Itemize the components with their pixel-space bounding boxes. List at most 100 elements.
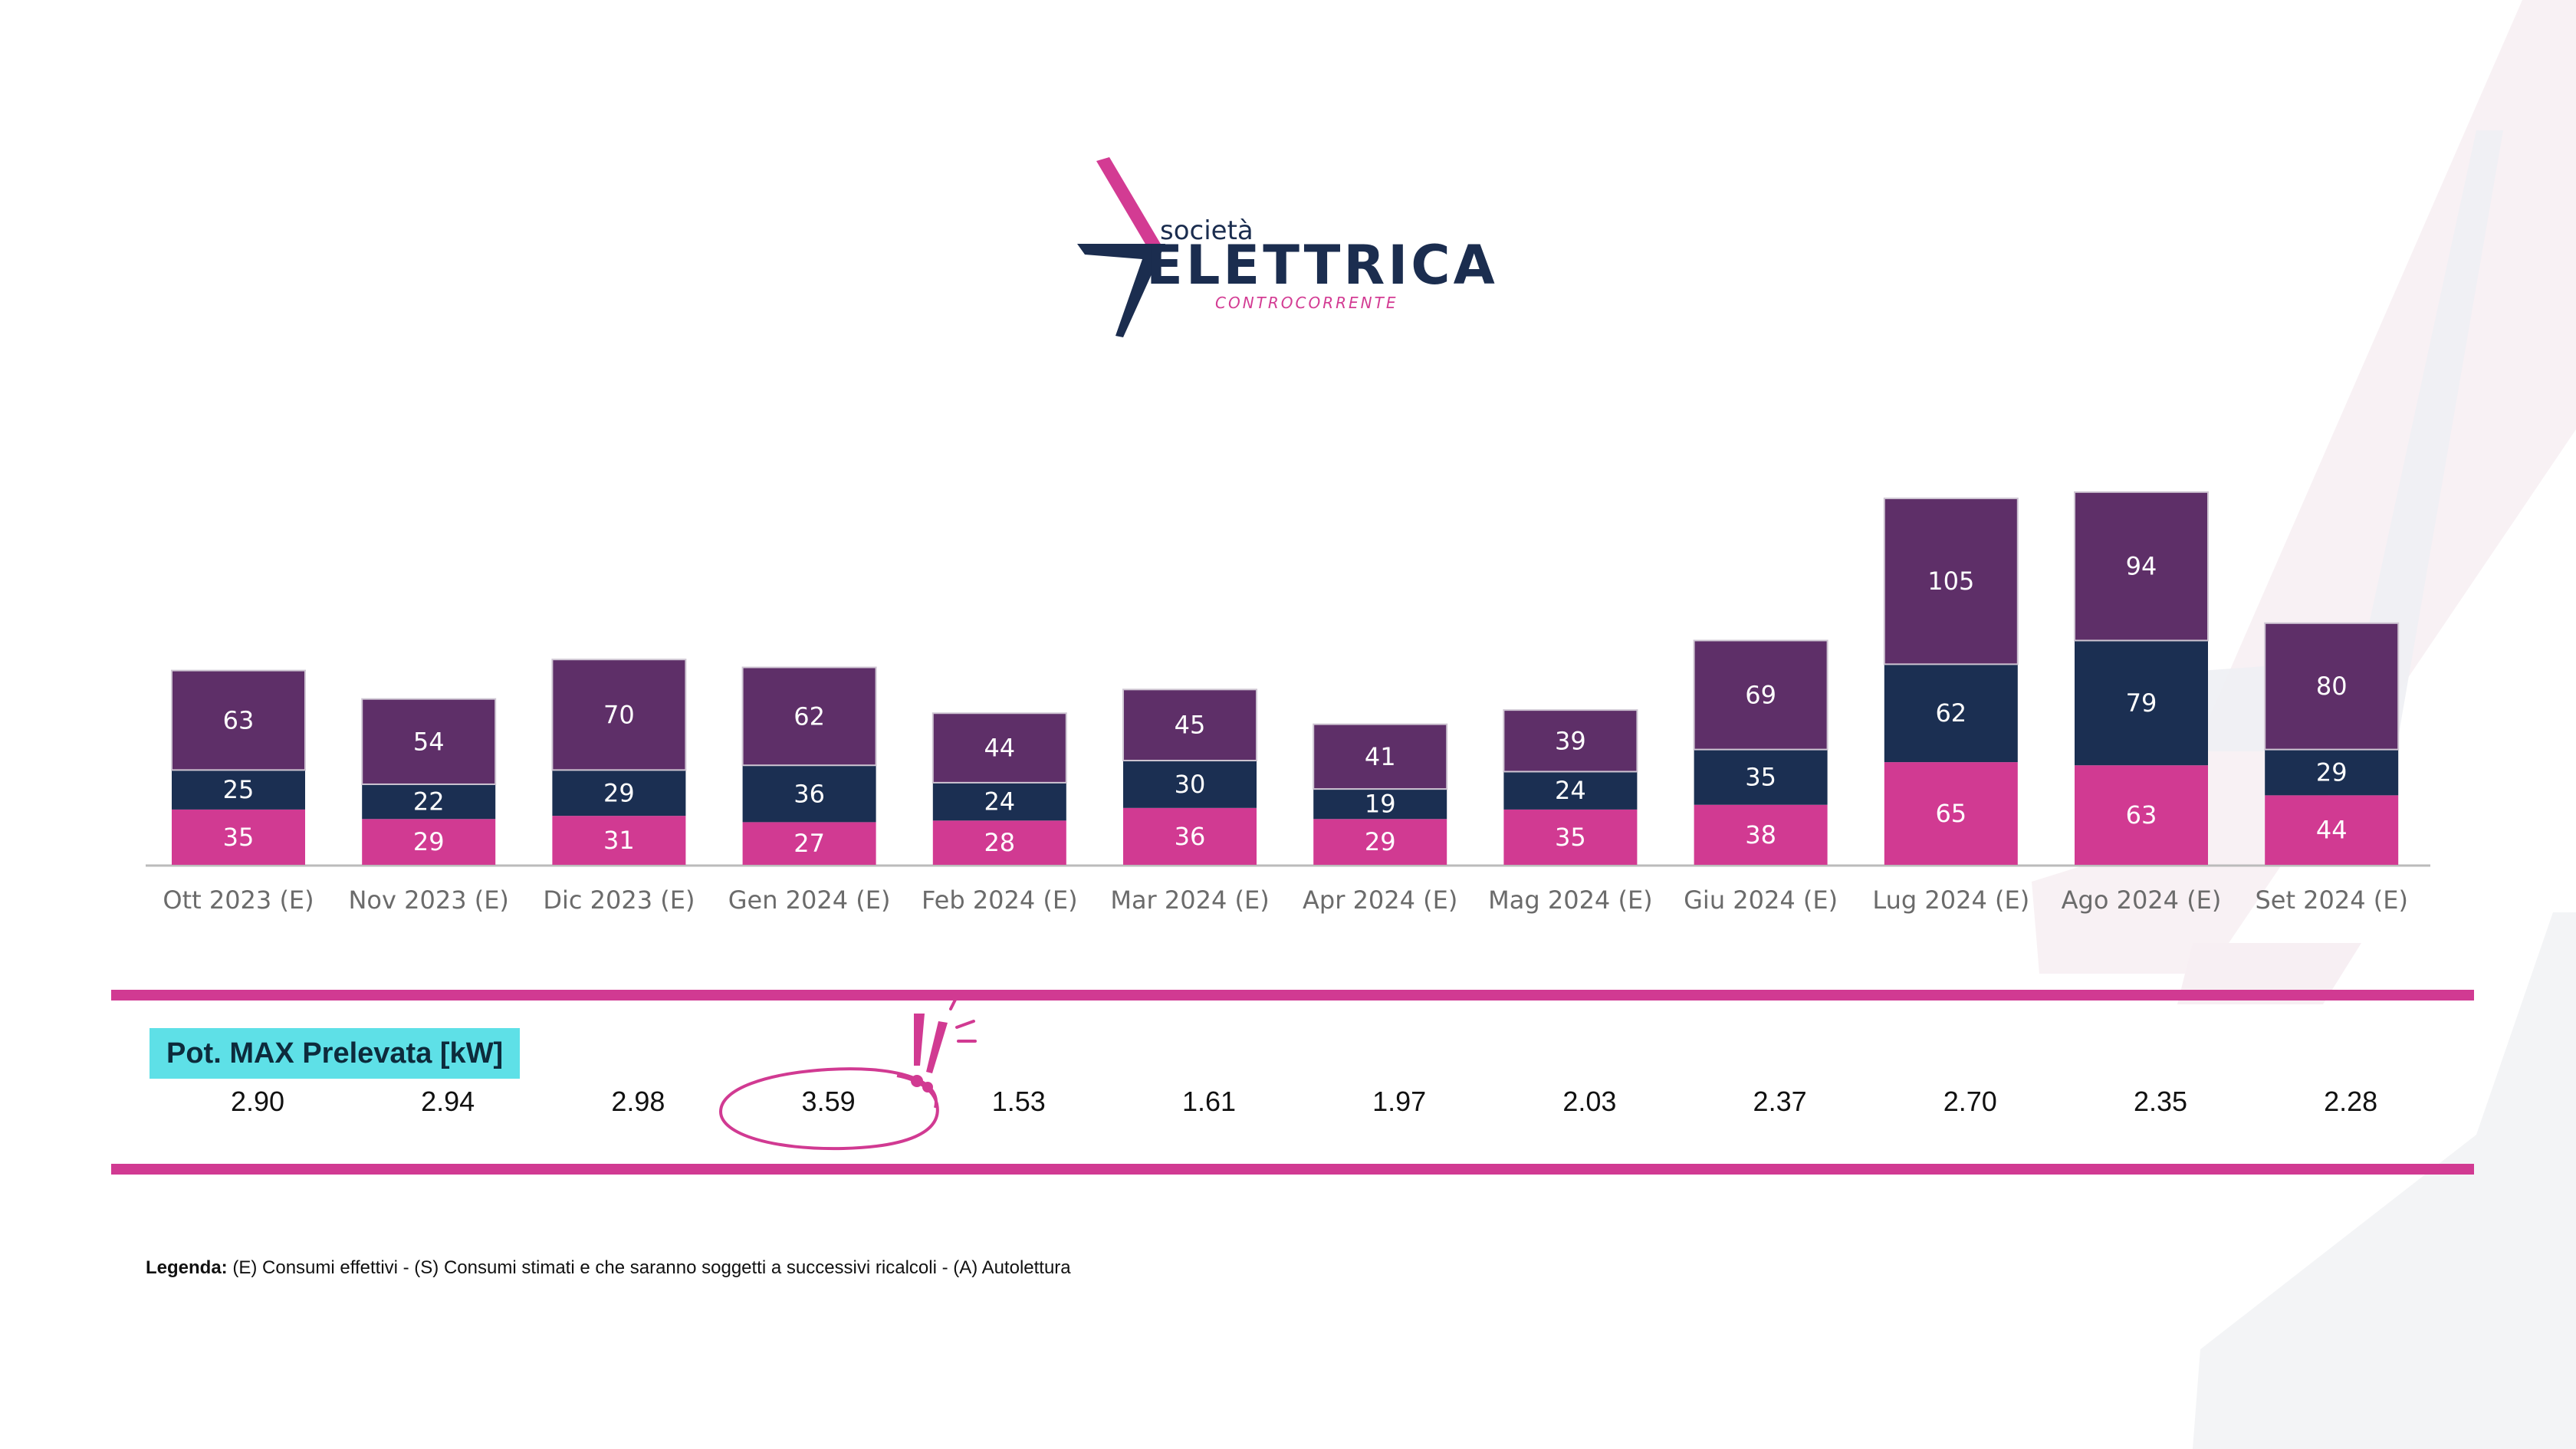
data-label: 41 (1365, 742, 1396, 771)
bar-segment-middle (1123, 761, 1257, 808)
data-label: 54 (413, 727, 445, 756)
bar-segment-bottom (1884, 762, 2018, 865)
bar-segment-middle (1694, 749, 1828, 805)
bar-stack: 63 79 94 (2074, 491, 2209, 865)
highlight-annotation (718, 997, 977, 1151)
legend-note: Legenda: (E) Consumi effettivi - (S) Con… (146, 1257, 1071, 1279)
data-label: 39 (1555, 726, 1586, 755)
x-tick-label: Set 2024 (E) (2255, 886, 2408, 915)
bar-segment-top (1693, 639, 1829, 751)
bar-segment-middle (172, 770, 305, 810)
bar-segment-bottom (2075, 765, 2208, 865)
bar-segment-middle (2075, 640, 2208, 766)
bar-stack: 31 29 70 (551, 659, 687, 865)
pot-max-value: 2.90 (230, 1086, 285, 1117)
highlight-circle (718, 1067, 939, 1151)
data-label: 29 (2316, 757, 2348, 787)
bar-stack: 44 29 80 (2264, 622, 2400, 865)
bar-stack: 27 36 62 (741, 666, 877, 865)
bar-segment-top (1883, 498, 2019, 665)
x-tick-label: Ago 2024 (E) (2062, 886, 2222, 915)
bar-segment-bottom (362, 819, 496, 865)
data-label: 70 (603, 700, 635, 729)
bar-segment-bottom (1503, 809, 1638, 865)
pot-max-value: 2.94 (421, 1086, 475, 1117)
logo-main-text: ELETTRICA (1146, 234, 1498, 297)
logo-bolt-pink (1096, 157, 1162, 245)
bar-stack: 36 30 45 (1122, 688, 1257, 865)
data-label: 62 (1935, 698, 1967, 728)
bar-segment-top (171, 669, 306, 771)
data-label: 29 (1365, 827, 1396, 856)
data-label: 24 (1555, 776, 1586, 805)
x-tick-label: Ott 2023 (E) (163, 886, 314, 915)
pot-max-value: 3.59 (801, 1086, 856, 1117)
exclamation-mark-icon-2 (926, 1021, 948, 1073)
pot-max-value: 1.97 (1372, 1086, 1427, 1117)
bar-segment-bottom (1694, 804, 1828, 865)
pot-max-value: 2.35 (2133, 1086, 2188, 1117)
x-tick-label: Apr 2024 (E) (1303, 886, 1457, 915)
bar-stack: 65 62 105 (1883, 498, 2019, 865)
bar-segment-middle (742, 765, 876, 823)
bar-segment-top (2074, 491, 2209, 642)
data-label: 19 (1365, 790, 1396, 819)
data-label: 79 (2126, 688, 2157, 718)
pot-max-value: 2.70 (1943, 1086, 1997, 1117)
data-label: 44 (984, 734, 1015, 763)
pot-max-value: 1.61 (1181, 1086, 1237, 1117)
data-label: 36 (1175, 822, 1206, 851)
data-label: 25 (223, 775, 255, 804)
data-label: 28 (984, 828, 1015, 857)
bar-segment-bottom (1123, 807, 1257, 865)
data-label: 35 (1555, 823, 1586, 852)
bar-segment-middle (1884, 664, 2018, 763)
data-label: 31 (603, 826, 635, 855)
bar-segment-top (2264, 622, 2400, 751)
bar-stack: 35 25 63 (171, 669, 306, 865)
pot-max-value: 2.03 (1562, 1086, 1617, 1117)
legend-text: (E) Consumi effettivi - (S) Consumi stim… (227, 1257, 1071, 1278)
data-label: 62 (794, 702, 825, 731)
bar-segment-top (551, 659, 687, 771)
bar-segment-bottom (552, 816, 686, 865)
data-label: 44 (2316, 816, 2348, 845)
x-tick-label: Mag 2024 (E) (1488, 886, 1653, 915)
pot-max-title: Pot. MAX Prelevata [kW] (150, 1028, 521, 1079)
data-label: 65 (1935, 799, 1967, 828)
data-label: 38 (1745, 820, 1776, 849)
data-label: 35 (1745, 763, 1776, 792)
bar-segment-bottom (172, 809, 305, 865)
data-label: 27 (794, 829, 825, 858)
bar-segment-bottom (742, 822, 876, 865)
bar-segment-bottom (2265, 795, 2399, 865)
bar-segment-top (361, 698, 497, 785)
logo-sub-text: CONTROCORRENTE (1215, 294, 1398, 312)
bar-stack: 35 24 39 (1503, 709, 1638, 865)
pot-max-value: 2.28 (2324, 1086, 2378, 1117)
x-tick-label: Giu 2024 (E) (1684, 886, 1838, 915)
data-label: 22 (413, 787, 445, 816)
table-bottom-rule (111, 1164, 2474, 1175)
bar-segment-middle (932, 782, 1066, 821)
bar-stack: 29 19 41 (1313, 723, 1448, 865)
bar-segment-middle (362, 784, 496, 820)
legend-label: Legenda: (146, 1257, 228, 1278)
logo-small-text: società (1160, 215, 1254, 246)
data-label: 69 (1745, 681, 1776, 710)
data-label: 29 (413, 827, 445, 856)
bar-segment-top (932, 712, 1067, 784)
logo-bolt-navy (1077, 244, 1165, 337)
pot-max-value: 2.37 (1753, 1086, 1807, 1117)
data-label: 29 (603, 778, 635, 807)
data-label: 63 (2126, 800, 2157, 830)
pot-max-value: 1.53 (991, 1086, 1046, 1117)
bar-segment-bottom (932, 820, 1066, 865)
x-tick-label: Feb 2024 (E) (922, 886, 1078, 915)
pot-max-value: 2.98 (611, 1086, 665, 1117)
bar-segment-middle (1313, 789, 1447, 820)
bar-segment-top (1313, 723, 1448, 790)
table-top-rule (111, 990, 2474, 1001)
